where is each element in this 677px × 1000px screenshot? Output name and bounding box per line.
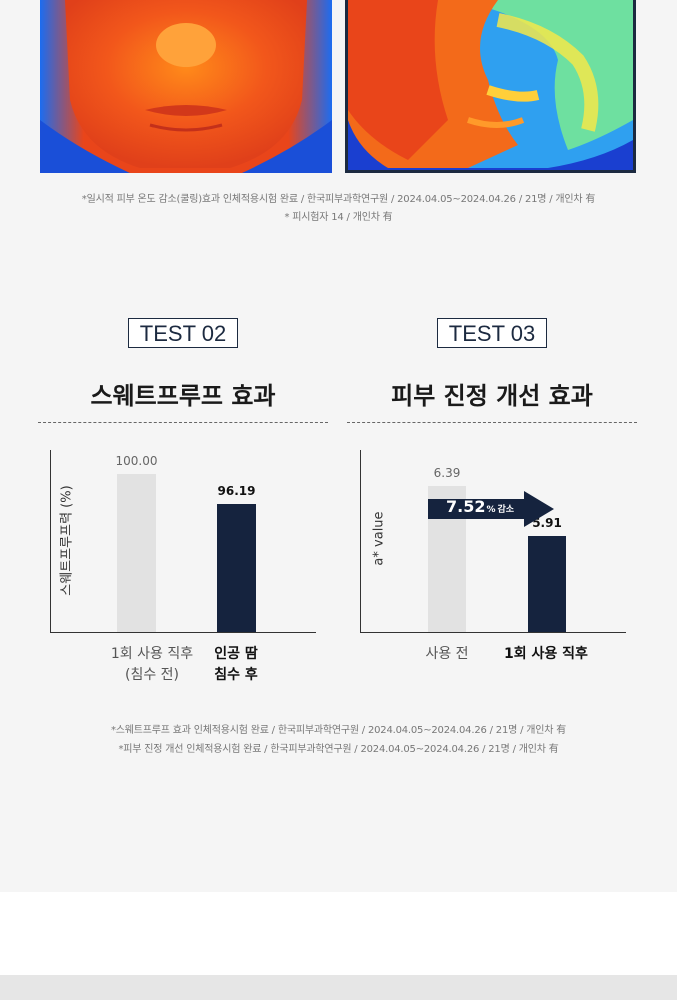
thermal-image-after xyxy=(345,0,636,173)
chart1-bar-before xyxy=(117,474,156,632)
chart1-x-axis xyxy=(50,632,316,633)
chart2-category-after: 1회 사용 직후 xyxy=(504,646,588,662)
chart2-category-before: 사용 전 xyxy=(425,646,469,662)
chart1-y-label: 스웨트프루프력 (%) xyxy=(59,485,75,596)
chart1-y-axis xyxy=(50,450,51,632)
decrease-unit: % xyxy=(486,505,496,515)
chart1-value-after: 96.19 xyxy=(217,484,256,499)
chart1-value-before: 100.00 xyxy=(115,454,158,468)
chart2-y-axis xyxy=(360,450,361,632)
chart1-category-before-line1: 1회 사용 직후 xyxy=(110,646,194,662)
test03-title: 피부 진정 개선 효과 xyxy=(391,382,593,410)
test02-title: 스웨트프루프 효과 xyxy=(90,382,276,410)
chart1-category-after-line2: 침수 후 xyxy=(214,667,258,683)
decrease-arrow-icon xyxy=(428,491,554,527)
test-footnote-line1: *스웨트프루프 효과 인체적용시험 완료 / 한국피부과학연구원 / 2024.… xyxy=(110,725,567,736)
chart2-value-after: 5.91 xyxy=(532,516,562,531)
chart1-category-after-line1: 인공 땀 xyxy=(214,646,258,662)
decrease-percent: 7.52 xyxy=(446,497,486,516)
decrease-annotation: 7.52% 감소 xyxy=(446,497,514,516)
chart1-category-before-line2: (침수 전) xyxy=(124,667,179,683)
test03-badge: TEST 03 xyxy=(437,318,547,348)
chart2-y-label: a* value xyxy=(371,511,387,566)
decrease-word: 감소 xyxy=(497,505,515,515)
next-section-edge xyxy=(0,975,677,1000)
test-footnote-line2: *피부 진정 개선 인체적용시험 완료 / 한국피부과학연구원 / 2024.0… xyxy=(118,744,559,755)
content-panel: *일시적 피부 온도 감소(쿨링)효과 인체적용시험 완료 / 한국피부과학연구… xyxy=(38,0,637,755)
test03-divider xyxy=(347,422,637,423)
chart1-bar-after xyxy=(217,504,256,632)
chart2-bar-after xyxy=(528,536,566,632)
thermal-image-before xyxy=(40,0,332,173)
test02-badge: TEST 02 xyxy=(128,318,238,348)
thermal-footnote-line1: *일시적 피부 온도 감소(쿨링)효과 인체적용시험 완료 / 한국피부과학연구… xyxy=(81,194,596,205)
chart1-category-before: 1회 사용 직후 (침수 전) xyxy=(82,644,222,686)
chart2-x-axis xyxy=(360,632,626,633)
thermal-footnote-line2: * 피시험자 14 / 개인차 有 xyxy=(284,212,393,223)
chart1-category-after: 인공 땀 침수 후 xyxy=(186,644,286,686)
chart2-value-before: 6.39 xyxy=(433,466,461,480)
test02-divider xyxy=(38,422,328,423)
